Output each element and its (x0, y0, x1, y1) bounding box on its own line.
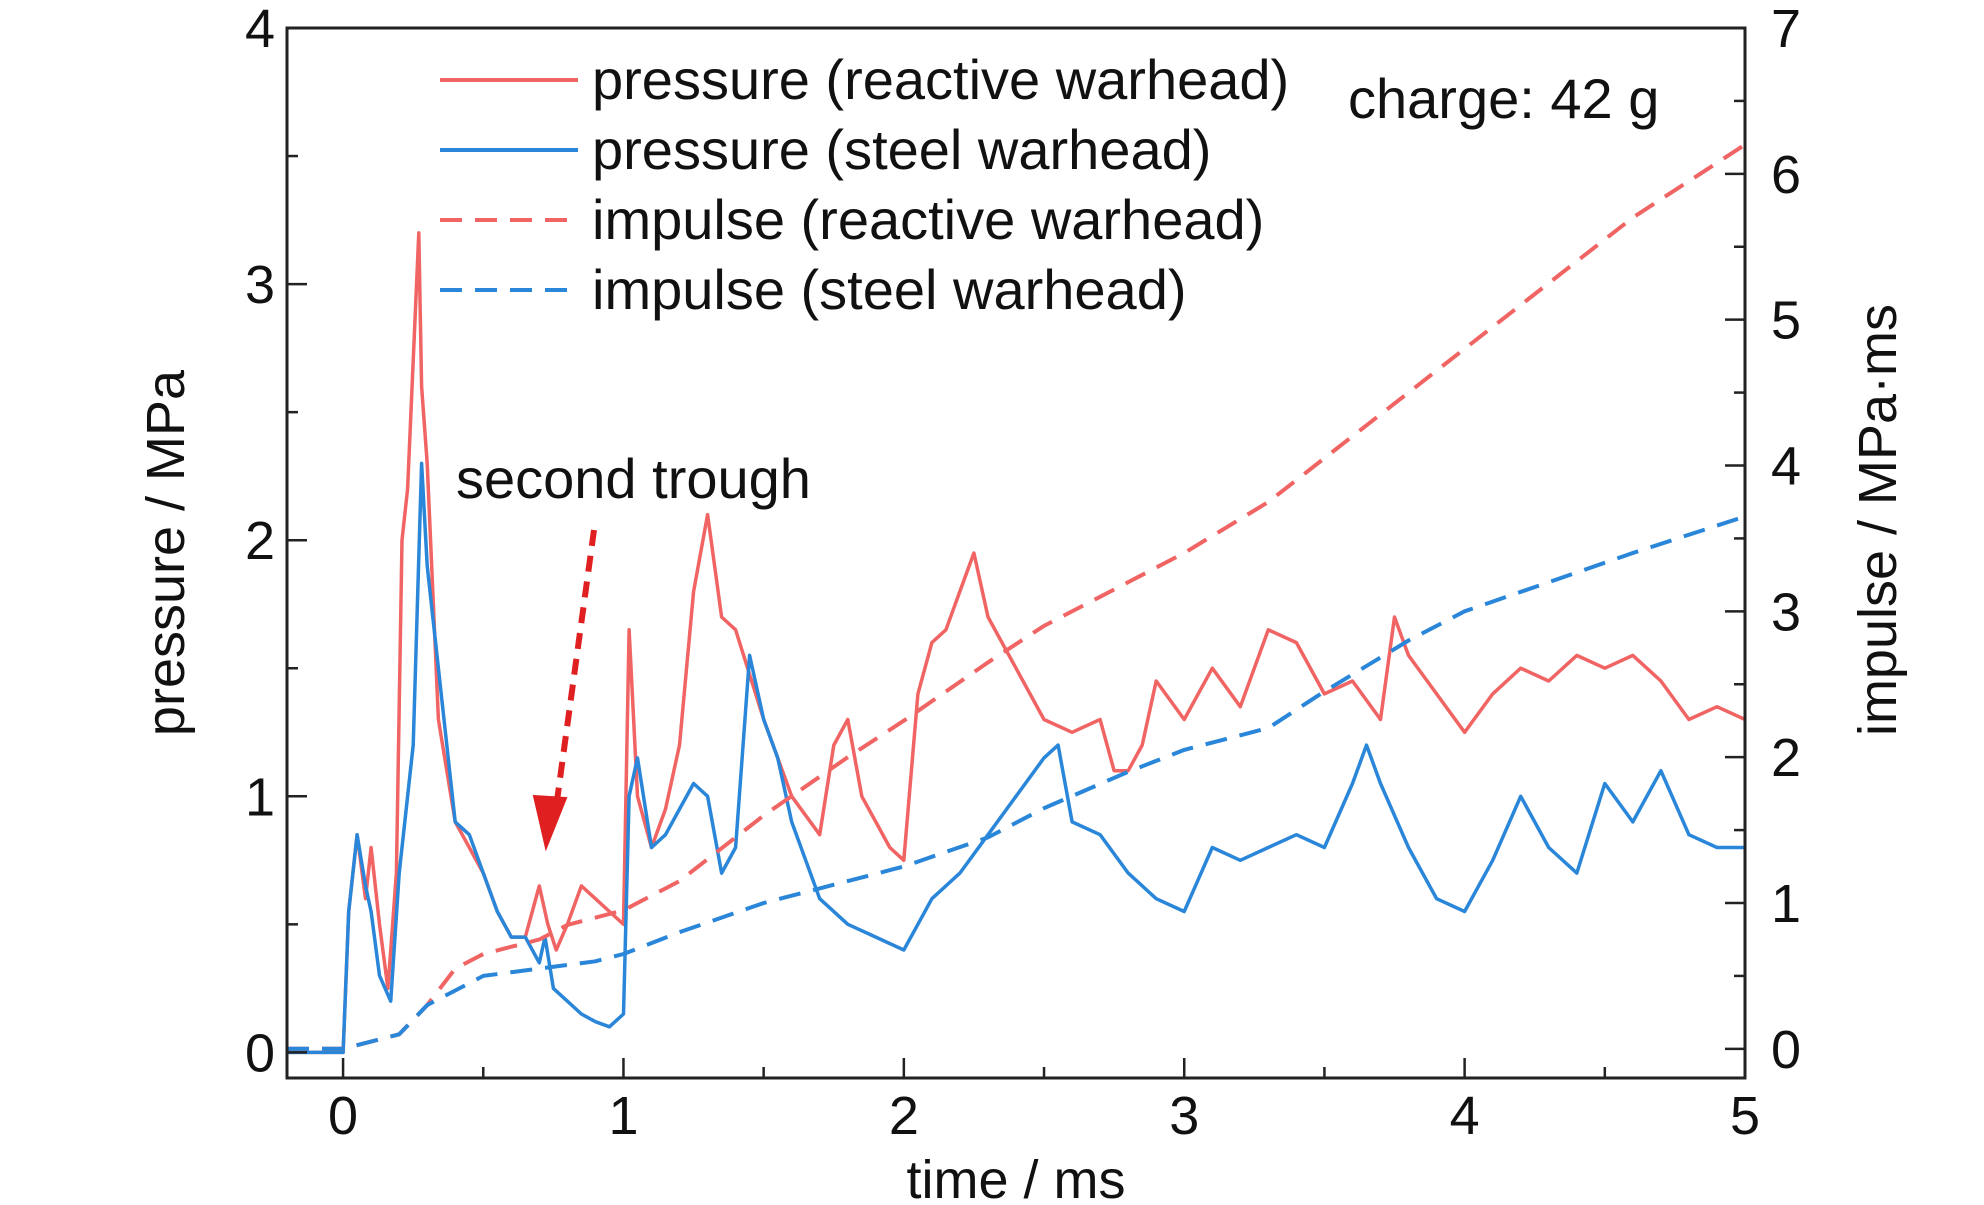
plot-frame (285, 26, 1747, 1080)
y-right-tick-label: 5 (1771, 291, 1801, 351)
series-line-4 (287, 514, 1746, 1051)
x-tick-label: 2 (889, 1086, 919, 1146)
x-tick-label: 0 (328, 1086, 358, 1146)
legend-label-1: pressure (reactive warhead) (592, 48, 1289, 111)
legend-label-2: pressure (steel warhead) (592, 118, 1211, 181)
series-line-1 (287, 231, 1746, 1055)
y-left-tick-label: 1 (245, 767, 275, 827)
x-tick-label: 5 (1730, 1086, 1760, 1146)
y-axis-title-right: impulse / MPa·ms (1848, 304, 1908, 736)
data-series-group (287, 143, 1747, 1055)
x-axis-title: time / ms (906, 1150, 1125, 1205)
second-trough-annotation: second trough (456, 447, 811, 510)
y-left-tick-label: 3 (245, 255, 275, 315)
y-right-tick-label: 6 (1771, 145, 1801, 205)
y-left-tick-label: 0 (245, 1023, 275, 1083)
x-tick-label: 1 (608, 1086, 638, 1146)
series-line-3 (287, 143, 1747, 1051)
legend: pressure (reactive warhead) pressure (ste… (440, 48, 1289, 321)
series-line-2 (287, 461, 1745, 1055)
y-right-tick-label: 1 (1771, 874, 1801, 934)
tick-marks-group (287, 26, 1747, 1078)
y-right-tick-label: 7 (1771, 0, 1801, 59)
y-right-tick-label: 2 (1771, 728, 1801, 788)
y-left-tick-label: 2 (245, 511, 275, 571)
y-axis-title-left: pressure / MPa (136, 369, 196, 736)
y-left-tick-label: 4 (245, 0, 275, 59)
second-trough-arrow (532, 529, 597, 852)
y-right-tick-label: 0 (1771, 1020, 1801, 1080)
y-right-tick-label: 4 (1771, 437, 1801, 497)
charge-annotation: charge: 42 g (1348, 67, 1659, 130)
x-tick-label: 4 (1450, 1086, 1480, 1146)
y-right-tick-label: 3 (1771, 582, 1801, 642)
legend-label-3: impulse (reactive warhead) (592, 188, 1264, 251)
legend-label-4: impulse (steel warhead) (592, 258, 1186, 321)
x-tick-label: 3 (1169, 1086, 1199, 1146)
